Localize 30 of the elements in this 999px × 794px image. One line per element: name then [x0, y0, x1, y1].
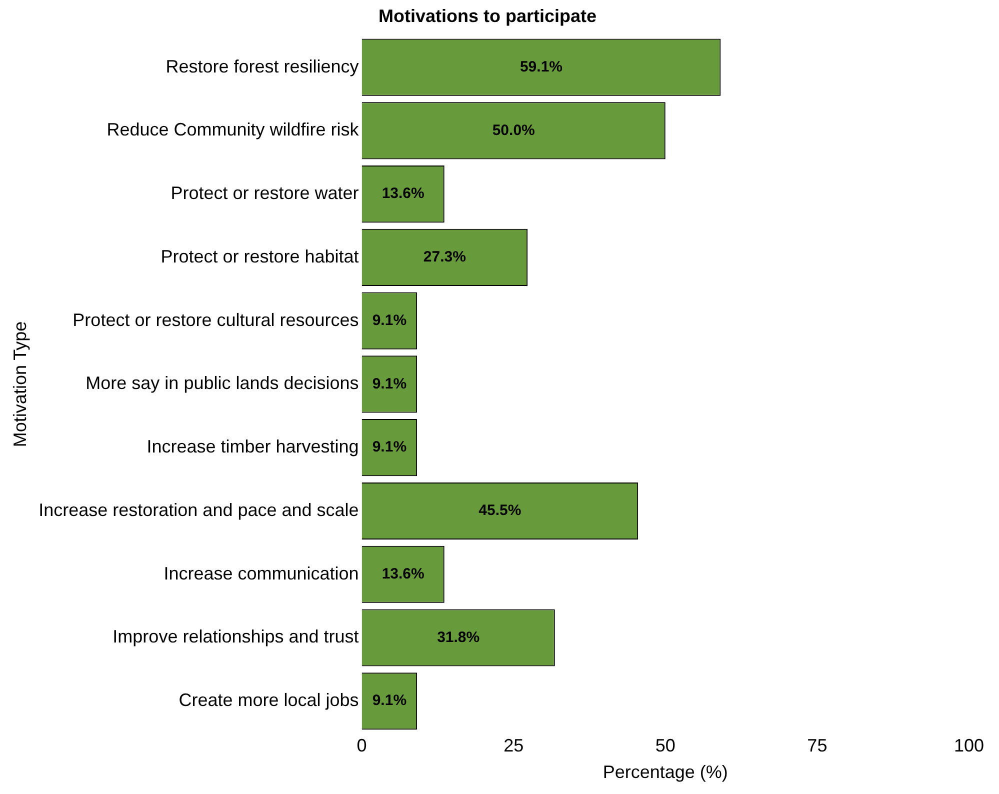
y-tick-label: Increase restoration and pace and scale: [38, 500, 359, 520]
x-tick-label: 75: [807, 736, 828, 756]
y-tick-label: Increase timber harvesting: [146, 436, 359, 457]
data-label: 45.5%: [478, 502, 522, 520]
data-label: 59.1%: [520, 58, 563, 76]
chart-title: Motivations to participate: [378, 6, 597, 26]
data-label: 13.6%: [382, 185, 424, 202]
data-label: 9.1%: [372, 438, 407, 456]
y-tick-label: More say in public lands decisions: [86, 373, 359, 394]
x-tick-label: 100: [954, 736, 984, 756]
y-tick-label: Protect or restore habitat: [160, 246, 359, 266]
y-tick-label: Improve relationships and trust: [112, 626, 359, 647]
x-tick-label: 50: [655, 736, 676, 756]
y-axis-title: Motivation Type: [10, 321, 30, 448]
data-label: 9.1%: [372, 312, 407, 329]
y-tick-label: Create more local jobs: [178, 690, 359, 710]
data-label: 13.6%: [382, 565, 424, 582]
data-label: 27.3%: [423, 248, 466, 266]
x-tick-label: 25: [504, 736, 524, 756]
x-axis-title: Percentage (%): [602, 762, 728, 782]
data-label: 9.1%: [372, 375, 407, 392]
data-label: 50.0%: [492, 122, 535, 139]
y-tick-label: Restore forest resiliency: [166, 56, 359, 76]
x-tick-label: 0: [356, 736, 367, 756]
y-tick-label: Increase communication: [164, 563, 359, 584]
data-label: 31.8%: [437, 628, 480, 646]
y-tick-label: Protect or restore water: [170, 183, 359, 204]
y-tick-label: Protect or restore cultural resources: [72, 310, 359, 330]
y-tick-label: Reduce Community wildfire risk: [106, 120, 360, 140]
data-label: 9.1%: [372, 692, 407, 710]
